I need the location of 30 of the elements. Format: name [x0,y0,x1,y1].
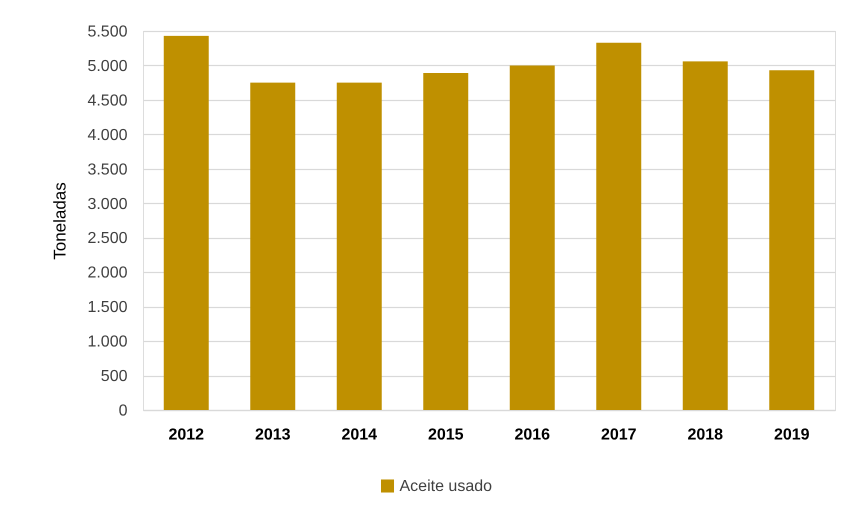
x-tick-label: 2017 [600,426,637,444]
bar [336,82,382,410]
y-tick-label: 4.000 [87,126,128,144]
y-tick-label: 500 [100,368,128,386]
y-tick-label: 1.000 [87,334,128,351]
x-tick-label: 2014 [341,426,378,444]
y-tick-label: 2.000 [87,264,128,282]
y-tick-label: 1.500 [87,299,128,316]
bar [164,36,209,410]
x-tick-label: 2013 [254,426,291,444]
y-tick-label: 5.000 [87,58,128,75]
y-tick-label: 3.000 [87,196,128,213]
y-tick-label: 0 [118,402,128,420]
bar [250,82,296,410]
y-axis-title: Toneladas [50,182,70,260]
y-tick-label: 4.500 [87,92,128,110]
bar [769,70,814,410]
bar [682,61,728,410]
bar [423,73,468,410]
x-tick-label: 2019 [774,426,810,444]
x-tick-label: 2016 [514,426,550,444]
x-tick-label: 2018 [687,426,724,444]
bar [596,42,642,410]
legend-label: Aceite usado [400,478,492,495]
y-tick-label: 5.500 [87,24,128,40]
y-tick-label: 3.500 [87,161,128,178]
x-tick-label: 2012 [168,426,204,444]
y-tick-label: 2.500 [87,230,128,248]
bar [510,65,555,410]
x-tick-label: 2015 [428,426,464,444]
